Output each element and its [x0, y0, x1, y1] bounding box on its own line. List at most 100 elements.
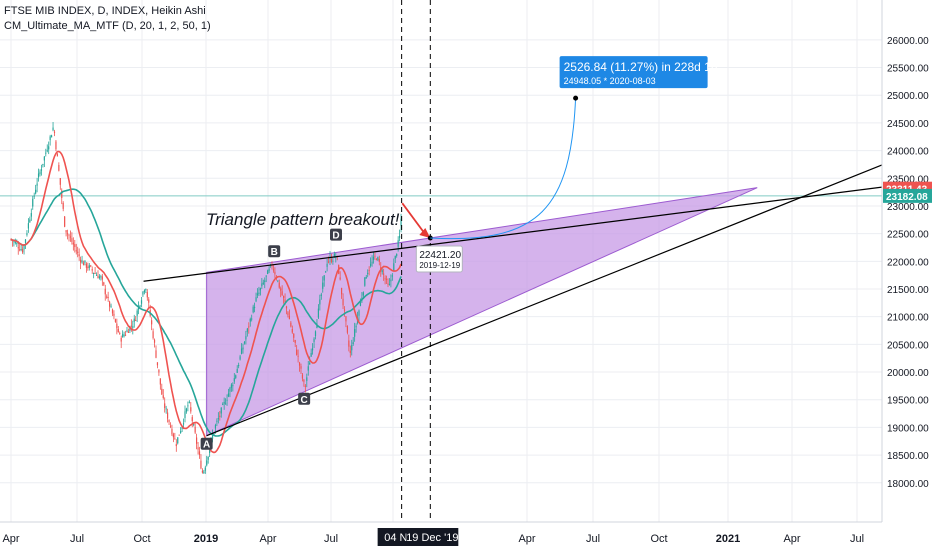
- candle-body: [101, 276, 103, 280]
- candle-body: [211, 435, 214, 439]
- candle-body: [246, 328, 248, 332]
- candle-body: [314, 331, 317, 336]
- candle-body: [48, 146, 50, 150]
- candle-body: [24, 239, 27, 243]
- pattern-marker-d: D: [330, 228, 342, 242]
- candle-body: [297, 355, 299, 357]
- candle-body: [304, 385, 306, 387]
- y-tick-label: 25000.00: [887, 91, 929, 102]
- candle-body: [172, 434, 174, 438]
- candle-body: [388, 283, 391, 285]
- y-tick-label: 18000.00: [887, 479, 929, 490]
- pattern-marker-bg: [298, 392, 311, 405]
- chart-title[interactable]: FTSE MIB INDEX, D, INDEX, Heikin Ashi: [4, 5, 206, 17]
- candle-body: [323, 275, 325, 281]
- candle-body: [178, 434, 180, 436]
- candle-body: [91, 269, 93, 271]
- candle-body: [367, 272, 369, 274]
- candle-body: [327, 261, 330, 263]
- candle-body: [322, 282, 324, 289]
- candle-body: [65, 230, 67, 233]
- candle-body: [300, 366, 302, 369]
- candle-body: [94, 272, 96, 274]
- candle-body: [151, 320, 153, 325]
- candle-body: [33, 195, 35, 197]
- candle-body: [394, 255, 396, 259]
- candle-body: [216, 420, 218, 422]
- candle-body: [107, 297, 109, 299]
- candle-body: [222, 404, 224, 406]
- candle-body: [298, 362, 301, 366]
- candle-body: [66, 233, 69, 235]
- y-tick-label: 19000.00: [887, 423, 929, 434]
- candle-body: [245, 336, 247, 340]
- candle-body: [378, 259, 380, 262]
- candle-body: [36, 183, 38, 186]
- candle-body: [390, 279, 392, 282]
- candle-body: [97, 275, 99, 279]
- candle-body: [381, 270, 383, 273]
- candle-body: [87, 266, 89, 269]
- candle-body: [52, 127, 54, 131]
- candle-body: [109, 301, 111, 307]
- candle-body: [146, 292, 148, 298]
- chart-legend: FTSE MIB INDEX, D, INDEX, Heikin Ashi CM…: [4, 4, 211, 34]
- candle-body: [113, 313, 115, 316]
- candle-body: [258, 292, 260, 295]
- candle-body: [95, 274, 98, 276]
- candle-body: [140, 300, 143, 304]
- candle-body: [343, 309, 346, 311]
- candle-body: [191, 417, 193, 422]
- candle-body: [285, 306, 288, 309]
- y-tick-label: 26000.00: [887, 36, 929, 47]
- candle-body: [385, 278, 388, 280]
- candle-body: [182, 423, 185, 425]
- candle-body: [277, 280, 279, 282]
- candle-body: [46, 150, 48, 152]
- candle-body: [103, 282, 105, 285]
- target-label-line1: 2526.84 (11.27%) in 228d 1h: [564, 60, 718, 74]
- candle-body: [332, 260, 334, 262]
- y-tick-label: 22000.00: [887, 257, 929, 268]
- pattern-marker-bg: [200, 437, 213, 450]
- candle-body: [49, 136, 51, 141]
- candle-body: [217, 418, 219, 420]
- candle-body: [284, 299, 286, 303]
- candle-body: [177, 437, 179, 444]
- candle-body: [85, 263, 87, 268]
- candle-body: [17, 247, 19, 249]
- candle-body: [61, 190, 63, 198]
- candle-body: [268, 268, 270, 272]
- candle-body: [214, 425, 217, 429]
- candle-body: [148, 299, 150, 303]
- candle-body: [236, 369, 238, 373]
- candle-body: [362, 292, 364, 296]
- pattern-marker-label: A: [203, 440, 210, 451]
- candle-body: [278, 282, 280, 288]
- candle-body: [301, 374, 304, 379]
- target-label-line2: 24948.05 * 2020-08-03: [564, 76, 656, 86]
- date-badge-dec: 19 Dec '19: [406, 528, 458, 546]
- candle-body: [23, 245, 25, 250]
- candles: [10, 121, 402, 474]
- candle-body: [169, 425, 172, 427]
- upper-trendline: [143, 186, 883, 282]
- candle-body: [71, 238, 73, 242]
- indicator-label[interactable]: CM_Ultimate_MA_MTF (D, 20, 1, 2, 50, 1): [4, 20, 211, 32]
- point-label-bg: [415, 245, 463, 273]
- candle-body: [110, 305, 112, 307]
- candle-body: [74, 244, 76, 248]
- candle-body: [349, 350, 351, 354]
- candle-body: [339, 277, 341, 280]
- candle-body: [98, 276, 101, 279]
- candle-body: [201, 470, 203, 473]
- candle-body: [26, 233, 28, 236]
- candle-body: [255, 297, 257, 302]
- candle-body: [158, 369, 160, 373]
- candle-body: [82, 262, 85, 266]
- candle-body: [264, 280, 266, 282]
- candle-body: [251, 318, 253, 320]
- candle-body: [355, 325, 357, 328]
